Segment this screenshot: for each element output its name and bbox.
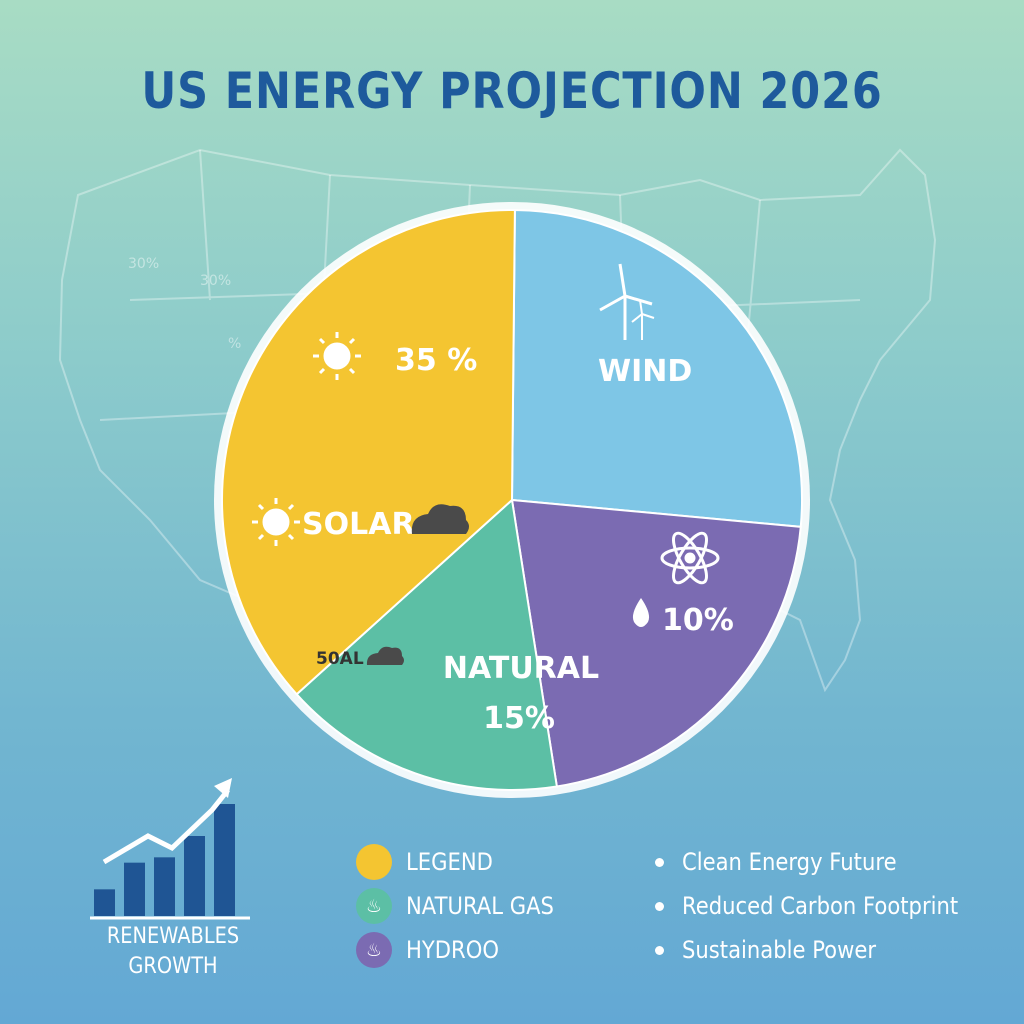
wind-name-label: WIND — [598, 354, 692, 389]
bullet-label: Sustainable Power — [682, 936, 877, 964]
pie-slice-nuclear-hydro — [510, 498, 802, 788]
chart-legend: LEGEND ♨ NATURAL GAS ♨ HYDROO — [356, 840, 574, 972]
flame-icon: ♨ — [365, 939, 383, 960]
legend-label: NATURAL GAS — [406, 892, 554, 920]
natural-percent-label: 15% — [483, 701, 555, 736]
bullet-label: Clean Energy Future — [682, 848, 897, 876]
bullet-icon — [655, 901, 664, 911]
bullet-icon — [655, 857, 664, 867]
renewables-growth-graphic: RENEWABLES GROWTH — [88, 770, 258, 979]
legend-item: LEGEND — [356, 840, 574, 884]
cloud-icon — [366, 646, 404, 665]
legend-swatch-hydro: ♨ — [356, 932, 392, 968]
cloud-icon — [411, 504, 469, 534]
wind-turbine-icon — [599, 263, 655, 340]
legend-label: LEGEND — [406, 848, 493, 876]
water-drop-icon — [632, 598, 650, 627]
legend-label: HYDROO — [406, 936, 499, 964]
growth-bar — [214, 804, 235, 916]
growth-label-line1: RENEWABLES — [106, 924, 240, 949]
sun-icon — [313, 332, 361, 380]
map-label-2: 30% — [200, 273, 231, 289]
legend-item: ♨ HYDROO — [356, 928, 574, 972]
legend-swatch-solar — [356, 844, 392, 880]
benefits-list: Clean Energy Future Reduced Carbon Footp… — [655, 840, 996, 972]
flame-icon: ♨ — [365, 895, 383, 916]
pie-slice-solar — [221, 209, 516, 696]
pie-slice-natural — [295, 498, 559, 791]
map-label-3: % — [228, 336, 241, 352]
atom-icon — [660, 531, 720, 585]
growth-bar — [124, 862, 145, 916]
trend-arrow-icon — [102, 788, 230, 865]
pie-slice-wind — [510, 209, 803, 528]
solar-small-label: 50AL — [316, 649, 364, 669]
growth-label-line2: GROWTH — [128, 954, 218, 979]
list-item: Clean Energy Future — [655, 840, 996, 884]
growth-bar — [184, 836, 205, 916]
legend-swatch-natural-gas: ♨ — [356, 888, 392, 924]
nuclear-percent-label: 10% — [662, 603, 734, 638]
sun-icon — [252, 498, 300, 546]
list-item: Reduced Carbon Footprint — [655, 884, 996, 928]
solar-name-label: SOLAR — [302, 507, 415, 542]
map-label-1: 30% — [128, 256, 159, 272]
growth-bar — [154, 857, 175, 916]
growth-bar — [94, 889, 115, 916]
bullet-icon — [655, 945, 664, 955]
natural-name-label: NATURAL — [443, 651, 599, 686]
page-title: US ENERGY PROJECTION 2026 — [141, 62, 883, 120]
legend-item: ♨ NATURAL GAS — [356, 884, 574, 928]
list-item: Sustainable Power — [655, 928, 996, 972]
bullet-label: Reduced Carbon Footprint — [682, 892, 959, 920]
solar-percent-label: 35 % — [395, 343, 477, 378]
